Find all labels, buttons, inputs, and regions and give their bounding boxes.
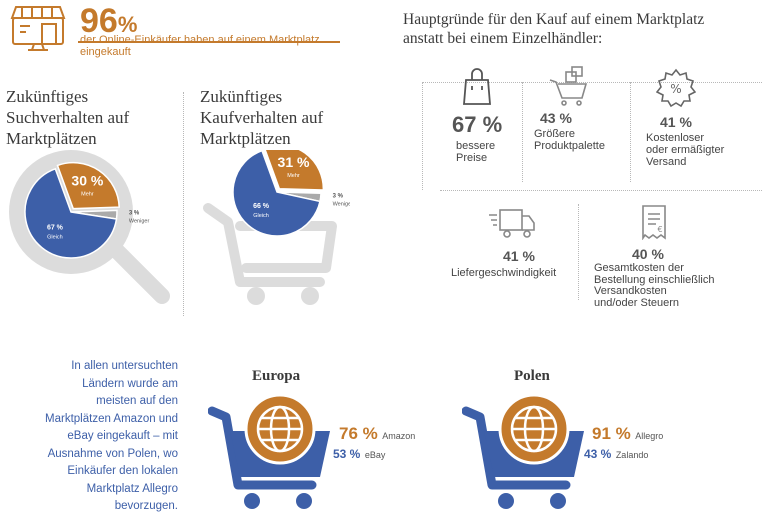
pie1-value-label-weniger: 3 %: [129, 210, 140, 216]
note-text: In allen untersuchten Ländern wurde am m…: [45, 360, 178, 512]
region-poland-first-pct: 91 %: [592, 424, 631, 443]
pie1-value-label-gleich: 67 %: [47, 225, 64, 232]
search-title: Zukünftiges Suchverhalten auf Marktplätz…: [6, 87, 130, 148]
pie1-category-label-mehr: Mehr: [81, 192, 94, 198]
reason-1: 67 % bessere Preise: [452, 112, 522, 164]
region-europe-first-name: Amazon: [382, 431, 416, 441]
svg-text:€: €: [657, 225, 662, 234]
reason-4-label: Liefergeschwindigkeit: [451, 267, 557, 279]
hero-percentage: 96%: [80, 2, 138, 40]
hero-divider: [78, 41, 340, 43]
reason-4-pct: 41 %: [503, 248, 535, 264]
region-europe-second-name: eBay: [364, 450, 386, 460]
reasons-divider-v3: [578, 204, 579, 300]
pie1-value-label-mehr: 30 %: [71, 173, 103, 189]
search-pie: 30 % Mehr 3 % Weniger 67 % Gleich: [24, 161, 150, 259]
pie2-category-label-mehr: Mehr: [287, 173, 300, 179]
reasons-title: Hauptgründe für den Kauf auf einem Markt…: [403, 11, 705, 47]
reasons-divider-v1: [522, 82, 523, 182]
shopping-bag-icon: [463, 68, 491, 105]
shopping-cart-icon: 31 % Mehr 3 % Weniger 66 % Gleich: [203, 150, 350, 305]
region-poland-first: 91 % Allegro: [592, 424, 663, 444]
reasons-divider-top: [422, 82, 762, 83]
pie1-slice-mehr: [56, 161, 120, 210]
globe-cart-icon: [462, 393, 584, 509]
globe-cart-icon: [208, 393, 330, 509]
pie2-category-label-weniger: Weniger: [333, 202, 350, 208]
pie1-category-label-gleich: Gleich: [47, 235, 63, 241]
pie2-value-label-mehr: 31 %: [278, 154, 310, 170]
pie1-category-label-weniger: Weniger: [129, 218, 150, 224]
region-europe-title: Europa: [252, 368, 301, 384]
reasons-divider-v2: [630, 82, 631, 182]
reason-5-pct: 40 %: [632, 246, 664, 262]
pie2-slice-gleich: [232, 150, 321, 237]
section-divider: [183, 92, 184, 316]
region-europe-first-pct: 76 %: [339, 424, 378, 443]
pie1-slice-gleich: [24, 167, 118, 259]
receipt-icon: €: [642, 205, 666, 240]
pie2-value-label-gleich: 66 %: [253, 203, 270, 210]
purchase-pie: 31 % Mehr 3 % Weniger 66 % Gleich: [232, 150, 350, 237]
reason-5-label: Gesamtkosten der Bestellung einschließli…: [594, 262, 715, 309]
hero-text: der Online-Einkäufer haben auf einem Mar…: [80, 34, 320, 58]
svg-text:%: %: [670, 82, 681, 96]
region-poland-second-name: Zalando: [615, 450, 649, 460]
reason-5: 40 % Gesamtkosten der Bestellung einschl…: [594, 246, 764, 309]
reasons-divider-left: [422, 82, 423, 190]
storefront-icon: [10, 6, 66, 51]
reason-1-pct: 67 %: [452, 112, 503, 137]
pie2-category-label-gleich: Gleich: [253, 213, 269, 219]
delivery-truck-icon: [489, 209, 535, 238]
reason-3-pct: 41 %: [660, 114, 692, 130]
pie2-value-label-weniger: 3 %: [333, 194, 344, 200]
reason-3-label: Kostenloser oder ermäßigter Versand: [646, 132, 725, 168]
reason-3: 41 % Kostenloser oder ermäßigter Versand: [646, 114, 766, 168]
magnifier-icon: 30 % Mehr 3 % Weniger 67 % Gleich: [9, 150, 170, 304]
product-cart-icon: [549, 66, 588, 106]
region-poland-second-pct: 43 %: [584, 447, 612, 461]
region-europe-second-pct: 53 %: [333, 447, 361, 461]
region-europe-first: 76 % Amazon: [339, 424, 415, 444]
reason-2-label: Größere Produktpalette: [534, 128, 605, 152]
reason-2-pct: 43 %: [540, 110, 572, 126]
reason-2: 43 % Größere Produktpalette: [534, 110, 626, 152]
purchase-title: Zukünftiges Kaufverhalten auf Marktplätz…: [200, 87, 324, 148]
reason-1-label: bessere Preise: [456, 140, 496, 164]
reasons-divider-mid: [440, 190, 762, 191]
region-europe-second: 53 % eBay: [333, 445, 385, 463]
region-poland-first-name: Allegro: [635, 431, 664, 441]
discount-badge-icon: %: [656, 68, 696, 108]
region-poland-title: Polen: [514, 368, 550, 384]
pie2-slice-mehr: [264, 150, 325, 191]
region-poland-second: 43 % Zalando: [584, 445, 648, 463]
reason-4: 41 % Liefergeschwindigkeit: [451, 248, 575, 279]
